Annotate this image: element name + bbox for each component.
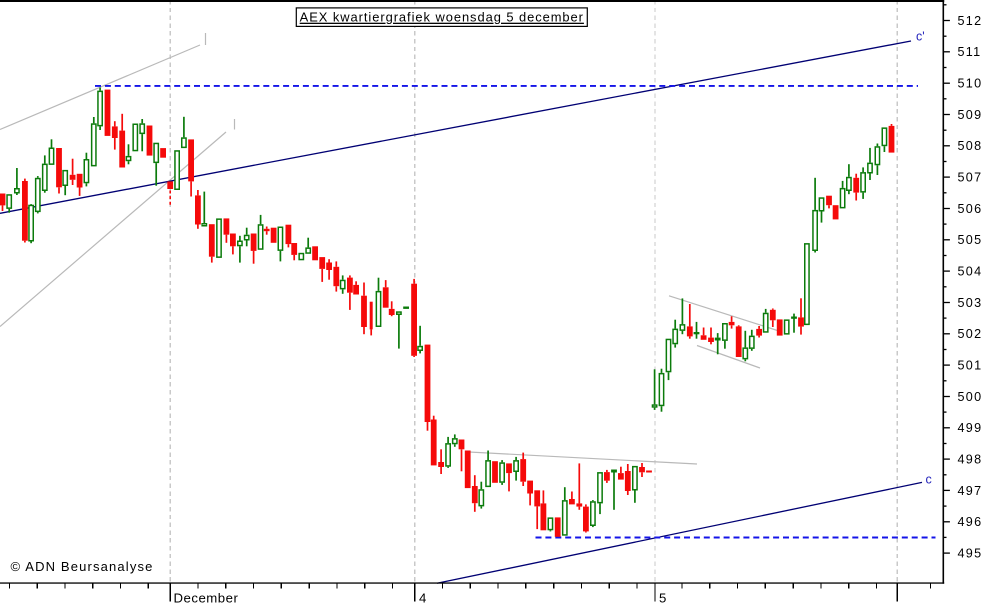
svg-text:c: c	[926, 473, 932, 487]
svg-text:509: 509	[958, 108, 983, 122]
svg-text:507: 507	[958, 171, 983, 185]
svg-text:503: 503	[958, 296, 983, 310]
svg-text:497: 497	[958, 484, 983, 498]
svg-text:504: 504	[958, 265, 983, 279]
svg-text:512: 512	[958, 14, 983, 28]
svg-text:506: 506	[958, 202, 983, 216]
svg-text:501: 501	[958, 359, 983, 373]
svg-text:495: 495	[958, 547, 983, 561]
svg-text:December: December	[174, 591, 239, 603]
svg-text:508: 508	[958, 139, 983, 153]
svg-text:496: 496	[958, 515, 983, 529]
svg-text:511: 511	[958, 45, 982, 59]
svg-text:c': c'	[916, 30, 925, 44]
svg-text:4: 4	[419, 591, 426, 603]
svg-text:AEX kwartiergrafiek woensdag 5: AEX kwartiergrafiek woensdag 5 december	[300, 10, 584, 25]
svg-text:500: 500	[958, 390, 983, 404]
svg-text:499: 499	[958, 421, 983, 435]
svg-text:502: 502	[958, 327, 983, 341]
svg-text:5: 5	[659, 591, 666, 603]
svg-text:505: 505	[958, 233, 983, 247]
svg-text:498: 498	[958, 453, 983, 467]
svg-text:510: 510	[958, 77, 983, 91]
svg-text:© ADN Beursanalyse: © ADN Beursanalyse	[11, 559, 154, 574]
